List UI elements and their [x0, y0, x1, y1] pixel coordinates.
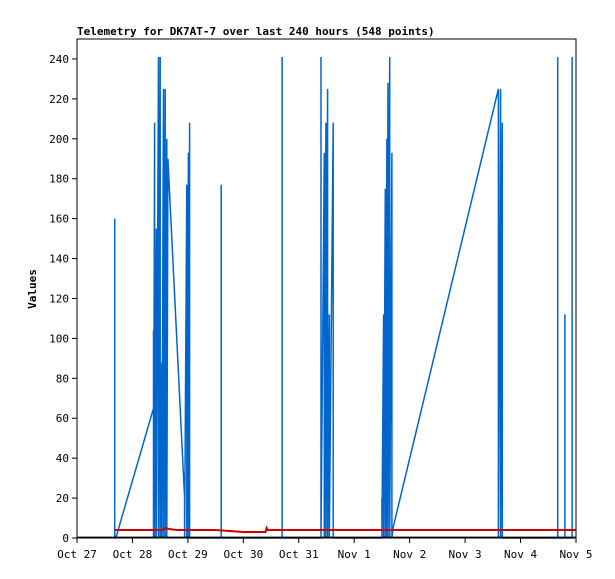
y-tick-label: 240 [49, 53, 69, 66]
y-tick-label: 100 [49, 332, 69, 345]
y-tick-label: 180 [49, 173, 69, 186]
y-tick-label: 20 [56, 492, 69, 505]
series-layer [77, 56, 576, 539]
series-line-0 [113, 56, 573, 539]
y-tick-label: 80 [56, 372, 69, 385]
y-tick-label: 60 [56, 412, 69, 425]
x-tick-label: Nov 5 [559, 548, 592, 561]
x-tick-label: Oct 31 [279, 548, 319, 561]
y-tick-label: 160 [49, 213, 69, 226]
x-axis: Oct 27 Oct 28 Oct 29 Oct 30 Oct 31 Nov 1 Nov 2… [57, 538, 593, 561]
x-tick-label: Oct 30 [223, 548, 263, 561]
x-tick-label: Oct 29 [168, 548, 208, 561]
chart-title: Telemetry for DK7AT-7 over last 240 hour… [77, 25, 435, 38]
x-tick-label: Nov 3 [449, 548, 482, 561]
y-tick-label: 120 [49, 292, 69, 305]
y-axis: 0 20 40 60 80 100 120 140 160 180 200 220 240 [49, 53, 77, 545]
y-tick-label: 0 [62, 532, 69, 545]
x-tick-label: Nov 1 [338, 548, 371, 561]
y-tick-label: 140 [49, 253, 69, 266]
y-tick-label: 40 [56, 452, 69, 465]
y-tick-label: 200 [49, 133, 69, 146]
x-tick-label: Oct 28 [113, 548, 153, 561]
plot-area [76, 38, 577, 539]
x-tick-label: Nov 4 [504, 548, 537, 561]
series-line-1 [114, 525, 576, 533]
y-axis-label: Values [26, 269, 39, 309]
x-tick-label: Nov 2 [393, 548, 426, 561]
y-tick-label: 220 [49, 93, 69, 106]
x-tick-label: Oct 27 [57, 548, 97, 561]
plot-frame [76, 38, 577, 539]
